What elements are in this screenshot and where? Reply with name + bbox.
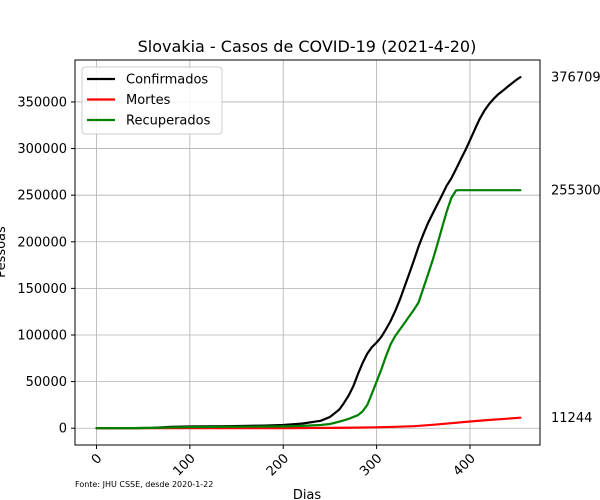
end-label-confirmados: 376709 <box>551 71 600 86</box>
series-line-mortes <box>95 416 522 430</box>
plot-frame <box>74 59 541 446</box>
y-tick-label: 150000 <box>17 282 67 297</box>
y-tick-label: 350000 <box>17 95 67 110</box>
y-tick-label: 200000 <box>17 235 67 250</box>
y-axis-label: Pessoas <box>0 226 9 278</box>
y-axis-ticks: 0 50000 100000 150000 200000 250000 300000 3500… <box>17 95 75 437</box>
legend-label-confirmados: Confirmados <box>126 73 208 88</box>
legend-label-recuperados: Recuperados <box>126 114 211 129</box>
source-note: Fonte: JHU CSSE, desde 2020-1-22 <box>75 480 213 489</box>
y-tick-label: 250000 <box>17 189 67 204</box>
chart-title: Slovakia - Casos de COVID-19 (2021-4-20) <box>138 37 477 56</box>
y-tick-label: 100000 <box>17 329 67 344</box>
x-axis-label: Dias <box>293 488 322 500</box>
series-line-confirmados <box>95 75 522 430</box>
y-tick-label: 300000 <box>17 142 67 157</box>
y-tick-label: 0 <box>59 422 67 437</box>
legend: Confirmados Mortes Recuperados <box>81 66 223 135</box>
series-line-recuperados <box>95 189 522 430</box>
legend-entries: Confirmados Mortes Recuperados <box>87 73 211 129</box>
legend-label-mortes: Mortes <box>126 93 171 108</box>
series-end-labels: 376709 11244 255300 <box>551 71 600 427</box>
series-lines <box>95 75 522 430</box>
end-label-recuperados: 255300 <box>551 184 600 199</box>
y-tick-label: 50000 <box>26 375 67 390</box>
legend-box <box>81 66 223 135</box>
end-label-mortes: 11244 <box>551 411 592 426</box>
